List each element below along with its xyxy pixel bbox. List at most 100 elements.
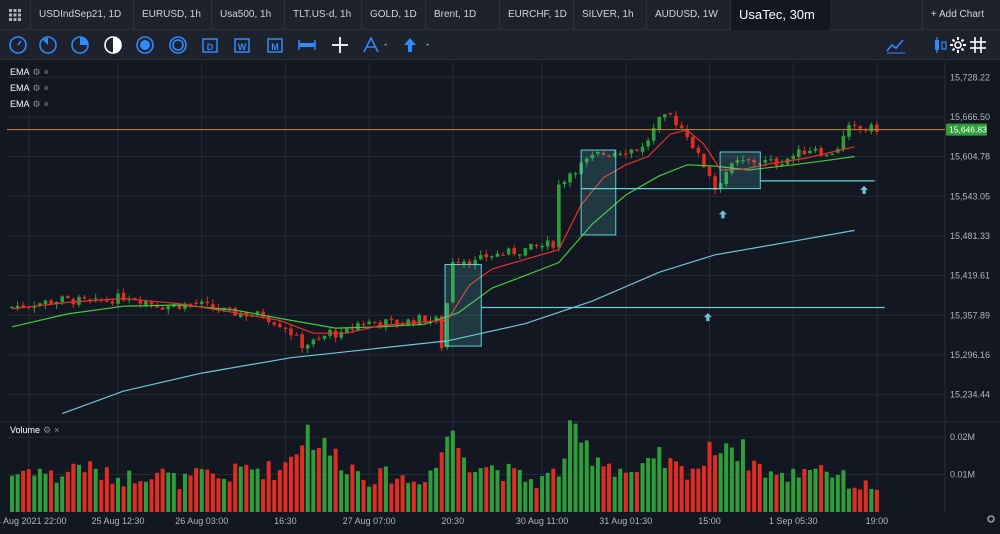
arrow-up-marker[interactable] [703, 313, 712, 322]
pie-circle-icon[interactable] [70, 35, 90, 55]
candle [322, 335, 327, 339]
drawn-rectangle[interactable] [719, 151, 761, 190]
tab-5[interactable]: Brent, 1D [425, 0, 499, 30]
grid-menu-icon[interactable] [8, 8, 22, 22]
crosshair-circle-icon[interactable] [8, 35, 28, 55]
candle [43, 300, 48, 304]
volume-bar [127, 470, 132, 512]
time-axis-label: 26 Aug 03:00 [175, 516, 228, 526]
candle [512, 248, 516, 255]
drawn-rectangle[interactable] [444, 263, 482, 347]
candle [289, 328, 293, 336]
volume-bar [646, 457, 651, 512]
volume-bar [110, 483, 115, 512]
chevron-down-icon[interactable] [384, 35, 392, 55]
close-icon[interactable]: × [43, 83, 49, 93]
candle [127, 299, 131, 301]
chevron-down-icon[interactable] [426, 35, 434, 55]
volume-bar [780, 472, 785, 512]
double-circle-icon[interactable] [135, 35, 155, 55]
ema-indicator-label-1[interactable]: EMA ⚙ × [10, 67, 49, 78]
volume-bar [277, 470, 282, 512]
volume-bar [729, 447, 734, 512]
half-circle-icon[interactable] [103, 35, 123, 55]
volume-bar [194, 468, 199, 512]
candle [562, 181, 567, 185]
candle [780, 164, 784, 166]
tab-6[interactable]: EURCHF, 1D [499, 0, 573, 30]
tab-9[interactable]: UsaTec, 30m [730, 0, 830, 30]
volume-bar [422, 482, 427, 512]
line-chart-icon[interactable] [886, 35, 906, 55]
arrow-up-icon[interactable] [400, 35, 420, 55]
tab-8[interactable]: AUDUSD, 1W [646, 0, 730, 30]
clock-circle-icon[interactable] [38, 35, 58, 55]
close-icon[interactable]: × [43, 99, 49, 109]
candle [194, 302, 198, 304]
candle [651, 128, 656, 141]
volume-bar [227, 481, 232, 512]
volume-bar [545, 472, 550, 512]
arrow-up-marker[interactable] [718, 210, 727, 219]
drawn-rectangle[interactable] [580, 149, 617, 236]
ema-indicator-label-3[interactable]: EMA ⚙ × [10, 99, 49, 110]
volume-bar [607, 463, 612, 512]
volume-bar [171, 472, 176, 512]
volume-bar [60, 476, 65, 512]
grid-icon[interactable] [968, 35, 988, 55]
candle [54, 301, 59, 305]
candle [629, 149, 634, 154]
volume-bar [785, 481, 790, 512]
close-icon[interactable]: × [43, 67, 49, 77]
tab-1[interactable]: EURUSD, 1h [133, 0, 211, 30]
settings-icon[interactable] [948, 35, 968, 55]
candle [529, 243, 533, 250]
volume-bar [361, 479, 366, 512]
ema-indicator-label-2[interactable]: EMA ⚙ × [10, 83, 49, 94]
settings-icon[interactable]: ⚙ [32, 83, 41, 93]
volume-bar [149, 479, 154, 512]
price-chart[interactable]: 15,728.22 15,666.50 15,604.78 15,543.05 15,4… [0, 60, 1000, 534]
tab-7[interactable]: SILVER, 1h [573, 0, 646, 30]
volume-bar [255, 468, 260, 512]
volume-indicator-label[interactable]: Volume ⚙ × [10, 425, 59, 436]
volume-bar [651, 458, 656, 512]
volume-bar [10, 475, 14, 512]
tab-3[interactable]: TLT.US-d, 1h [284, 0, 361, 30]
volume-bar [568, 420, 572, 512]
volume-bar [601, 466, 606, 512]
ring-circle-icon[interactable] [168, 35, 188, 55]
range-bar-icon[interactable] [297, 35, 317, 55]
candle [77, 296, 81, 305]
tab-4[interactable]: GOLD, 1D [361, 0, 425, 30]
calendar-d-icon[interactable]: D [200, 35, 220, 55]
volume-bar [768, 471, 773, 512]
arrow-up-marker[interactable] [860, 185, 869, 194]
candle [395, 319, 399, 326]
cross-icon[interactable] [330, 35, 350, 55]
close-icon[interactable]: × [54, 425, 60, 435]
volume-bar [199, 469, 204, 512]
volume-bar [573, 423, 578, 512]
tab-2[interactable]: Usa500, 1h [211, 0, 284, 30]
price-axis-label: 15,728.22 [950, 72, 990, 82]
settings-icon[interactable]: ⚙ [32, 67, 41, 77]
add-chart-button[interactable]: + Add Chart [921, 0, 984, 30]
volume-bar [143, 481, 148, 512]
settings-icon[interactable]: ⚙ [32, 99, 41, 109]
candle-type-icon[interactable] [930, 35, 950, 55]
candle [847, 125, 851, 137]
candle [685, 129, 689, 138]
candle [796, 149, 801, 157]
volume-bar [355, 471, 360, 512]
tab-0[interactable]: USDIndSep21, 1D [30, 0, 133, 30]
settings-icon[interactable]: ⚙ [43, 425, 52, 435]
volume-bar [634, 471, 639, 512]
volume-bar [796, 477, 801, 512]
volume-bar [383, 466, 388, 512]
calendar-w-icon[interactable]: W [232, 35, 252, 55]
candle [216, 308, 221, 311]
calendar-m-icon[interactable]: M [265, 35, 285, 55]
fib-tool-icon[interactable] [361, 35, 381, 55]
volume-bar [819, 465, 824, 512]
